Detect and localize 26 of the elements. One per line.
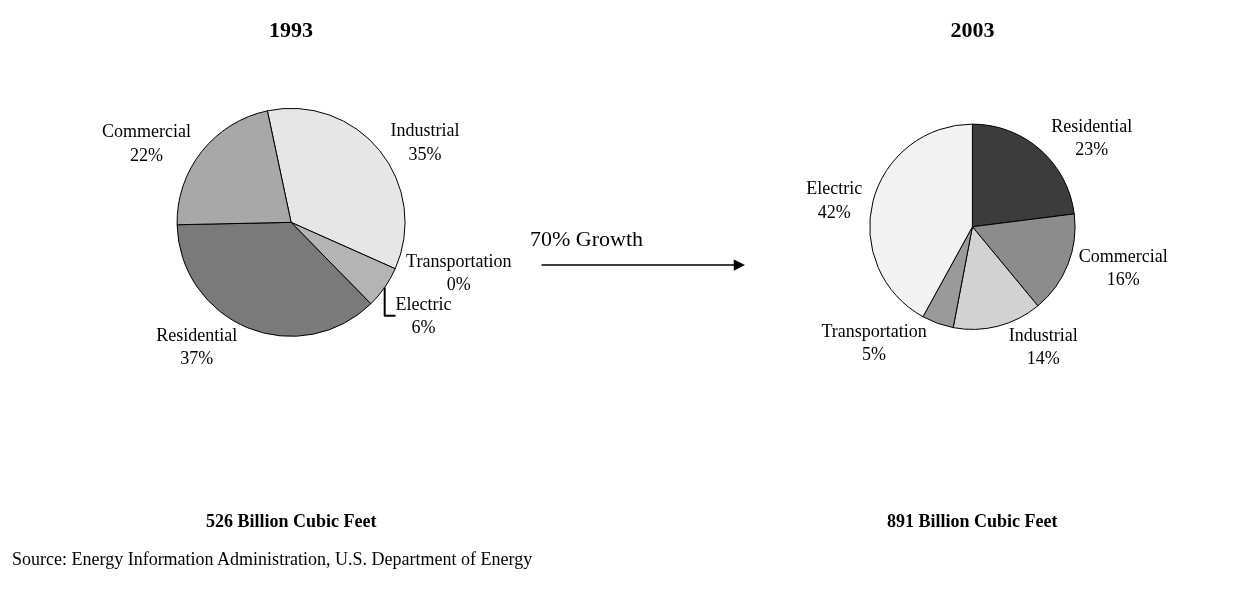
text: 526 Billion Cubic Feet: [206, 511, 377, 531]
slice-label: Transportation: [821, 320, 927, 341]
slice-label: Residential: [156, 324, 238, 345]
data-label: 35%: [408, 143, 442, 164]
source-note: Source: Energy Information Administration, U.S. Department of Energy: [12, 549, 533, 569]
data-label: 6%: [411, 317, 436, 338]
data-label: 5%: [862, 344, 887, 365]
slice-label: Residential: [1051, 115, 1133, 136]
slice-label: Electric: [395, 294, 452, 315]
chart-title: 1993: [269, 17, 314, 43]
text: 70% Growth: [530, 226, 644, 251]
slice-label: Commercial: [101, 121, 191, 142]
text: 891 Billion Cubic Feet: [887, 511, 1058, 531]
chart-title: 2003: [950, 17, 995, 43]
data-label: 23%: [1075, 139, 1109, 160]
data-label: 22%: [129, 144, 163, 165]
data-label: 14%: [1026, 348, 1060, 369]
data-label: 37%: [180, 348, 214, 369]
text: 0%: [446, 274, 471, 295]
category-label: Transportation: [406, 250, 512, 271]
slice-label: Industrial: [1008, 324, 1078, 345]
slice-label: Commercial: [1078, 245, 1168, 266]
slice-label: Industrial: [390, 120, 460, 141]
data-label: 42%: [817, 201, 851, 222]
slice-label: Electric: [806, 178, 863, 199]
data-label: 16%: [1106, 269, 1140, 290]
